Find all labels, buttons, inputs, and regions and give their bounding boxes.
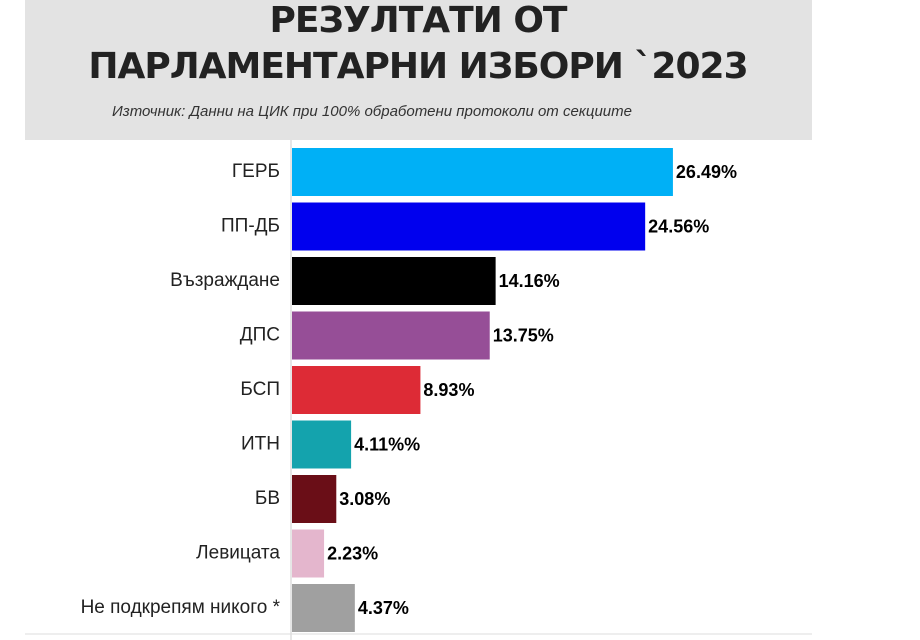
value-label: 4.11%% bbox=[354, 434, 420, 454]
category-label: ИТН bbox=[241, 434, 280, 455]
value-label: 4.37% bbox=[358, 598, 409, 618]
value-label: 8.93% bbox=[423, 380, 474, 400]
category-label: ДПС bbox=[240, 325, 280, 346]
value-label: 2.23% bbox=[327, 543, 378, 563]
value-label: 26.49% bbox=[676, 162, 737, 182]
title-line: ПАРЛАМЕНТАРНИ ИЗБОРИ `2023 bbox=[88, 46, 747, 87]
bar bbox=[292, 148, 673, 196]
bar bbox=[292, 529, 325, 578]
category-label: Не подкрепям никого * bbox=[81, 597, 281, 618]
bar bbox=[292, 202, 646, 251]
category-label: ПП-ДБ bbox=[221, 216, 280, 237]
bar bbox=[292, 420, 352, 469]
bar bbox=[292, 366, 421, 414]
value-label: 14.16% bbox=[499, 271, 560, 291]
bar bbox=[292, 311, 490, 360]
subtitle: Източник: Данни на ЦИК при 100% обработе… bbox=[112, 103, 632, 120]
category-label: Левицата bbox=[196, 543, 280, 564]
bar bbox=[292, 475, 337, 523]
bar bbox=[292, 257, 496, 305]
category-label: Възраждане bbox=[170, 270, 280, 291]
category-label: БВ bbox=[255, 488, 280, 509]
title-line: РЕЗУЛТАТИ ОТ bbox=[269, 0, 567, 41]
value-label: 13.75% bbox=[493, 325, 554, 345]
value-label: 3.08% bbox=[339, 489, 390, 509]
value-label: 24.56% bbox=[648, 216, 709, 236]
category-label: БСП bbox=[240, 379, 280, 400]
bar bbox=[292, 584, 355, 632]
category-label: ГЕРБ bbox=[232, 161, 280, 182]
header-box bbox=[25, 0, 812, 140]
